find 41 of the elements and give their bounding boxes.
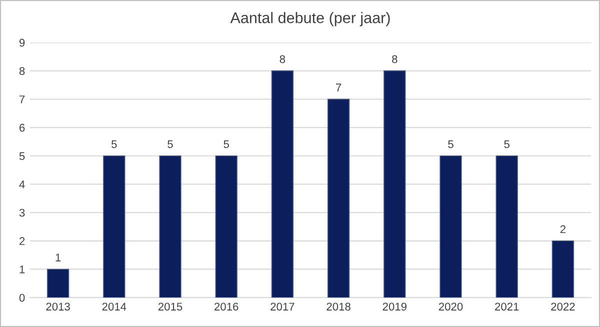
- x-tick-label: 2016: [214, 302, 238, 311]
- bar: [440, 155, 462, 298]
- y-tick-label: 7: [20, 96, 25, 104]
- y-tick-label: 9: [19, 38, 25, 47]
- x-tick-label: 2015: [158, 302, 182, 311]
- data-label: 5: [112, 140, 117, 148]
- x-tick-label: 2019: [382, 302, 406, 311]
- y-tick-label: 6: [20, 124, 25, 132]
- y-tick-label: 4: [19, 180, 25, 188]
- y-tick-label: 1: [20, 266, 25, 274]
- bar: [552, 240, 574, 298]
- y-tick-label: 5: [19, 152, 25, 160]
- data-label: 5: [504, 140, 510, 148]
- y-tick-label: 2: [20, 237, 25, 245]
- data-label: 7: [336, 84, 342, 92]
- x-tick-label: 2022: [551, 302, 575, 311]
- data-label: 8: [392, 55, 398, 64]
- bar: [327, 98, 350, 298]
- bar: [46, 268, 70, 298]
- y-tick-label: 3: [19, 208, 25, 217]
- chart-title: Aantal debute (per jaar): [230, 12, 390, 26]
- y-tick-label: 0: [19, 294, 25, 302]
- data-label: 8: [280, 55, 286, 64]
- y-tick-label: 8: [19, 67, 25, 75]
- bar: [384, 70, 406, 298]
- x-tick-label: 2013: [46, 302, 70, 311]
- x-tick-label: 2021: [495, 302, 519, 311]
- bar: [159, 155, 182, 298]
- data-label: 5: [448, 140, 454, 148]
- bar: [215, 155, 238, 298]
- data-label: 5: [168, 140, 173, 148]
- bar: [496, 155, 518, 298]
- data-label: 1: [56, 254, 61, 262]
- x-tick-label: 2017: [270, 302, 294, 311]
- bar: [271, 70, 294, 298]
- x-tick-label: 2018: [326, 302, 350, 311]
- x-tick-label: 2020: [438, 302, 463, 311]
- bar: [103, 155, 126, 298]
- data-label: 2: [560, 225, 566, 234]
- x-tick-label: 2014: [102, 302, 126, 311]
- data-label: 5: [224, 140, 229, 148]
